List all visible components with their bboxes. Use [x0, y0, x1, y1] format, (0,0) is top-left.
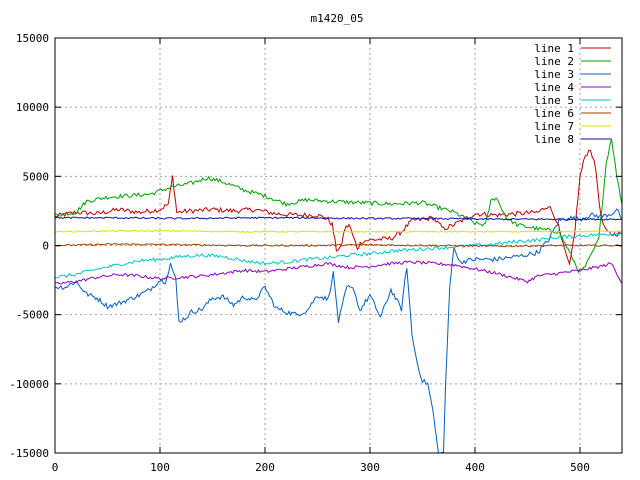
- y-tick-label: -10000: [9, 378, 49, 391]
- legend-label: line 1: [534, 42, 574, 55]
- x-tick-label: 400: [465, 461, 485, 474]
- series-line-4: [55, 260, 622, 285]
- y-tick-label: 0: [42, 240, 49, 253]
- legend-label: line 5: [534, 94, 574, 107]
- y-tick-label: 5000: [23, 170, 50, 183]
- series-line-3: [55, 208, 622, 453]
- x-tick-label: 500: [570, 461, 590, 474]
- x-tick-label: 200: [255, 461, 275, 474]
- y-tick-label: 15000: [16, 32, 49, 45]
- series-line-6: [55, 243, 622, 248]
- legend-label: line 3: [534, 68, 574, 81]
- series-line-7: [55, 229, 622, 233]
- x-tick-label: 300: [360, 461, 380, 474]
- axis-ticks: 0 100 200 300 400 500 -15000 -10000 -5000 0 5000 10…: [9, 32, 622, 474]
- series-lines: [55, 138, 622, 453]
- legend-label: line 4: [534, 81, 574, 94]
- grid: [55, 38, 622, 453]
- legend-label: line 6: [534, 107, 574, 120]
- y-tick-label: -15000: [9, 447, 49, 460]
- x-tick-label: 0: [52, 461, 59, 474]
- series-line-2: [55, 138, 622, 273]
- series-line-5: [55, 232, 622, 279]
- legend-label: line 7: [534, 120, 574, 133]
- series-line-8: [55, 216, 622, 221]
- x-tick-label: 100: [150, 461, 170, 474]
- y-tick-label: 10000: [16, 101, 49, 114]
- legend-label: line 8: [534, 133, 574, 146]
- legend-label: line 2: [534, 55, 574, 68]
- series-line-1: [55, 149, 622, 266]
- chart-title: m1420_05: [311, 12, 364, 25]
- y-tick-label: -5000: [16, 309, 49, 322]
